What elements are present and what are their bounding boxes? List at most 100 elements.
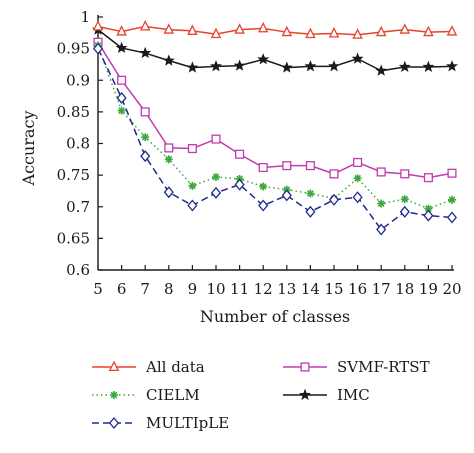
- data-point-imc: [446, 60, 458, 72]
- data-point-svmf-rtst: [164, 143, 174, 153]
- x-tick-label: 20: [442, 280, 461, 298]
- asterisk-stroke: [165, 155, 173, 163]
- data-point-multiple: [210, 186, 222, 199]
- data-point-imc: [375, 64, 388, 76]
- data-point-imc: [115, 41, 128, 54]
- data-point-all-data: [446, 25, 458, 36]
- data-point-svmf-rtst: [140, 107, 150, 117]
- x-tick-label: 12: [254, 280, 273, 298]
- asterisk-stroke: [307, 190, 314, 197]
- x-tick-label: 14: [301, 280, 320, 298]
- legend: All data SVMF-RTST CIELM IMC MULTIpLE: [92, 358, 430, 432]
- data-point-all-data: [116, 25, 127, 36]
- series-line-all-data: [97, 25, 453, 36]
- y-tick-label: 1: [80, 8, 90, 26]
- data-point-all-data: [234, 23, 245, 34]
- y-axis-title: Accuracy: [19, 111, 38, 187]
- legend-label: IMC: [337, 386, 370, 404]
- legend-item-imc: IMC: [283, 386, 370, 404]
- data-point-all-data: [305, 27, 316, 39]
- data-point-all-data: [375, 25, 387, 37]
- data-point-cielm: [164, 155, 173, 164]
- y-tick-label: 0.9: [66, 71, 90, 89]
- series-imc: [92, 23, 458, 76]
- data-point-imc: [186, 61, 199, 73]
- data-point-all-data: [352, 28, 363, 39]
- data-point-cielm: [212, 173, 220, 182]
- data-point-all-data: [328, 26, 340, 38]
- data-point-all-data: [92, 20, 104, 31]
- legend-item-svmf-rtst: SVMF-RTST: [283, 358, 430, 376]
- data-point-svmf-rtst: [282, 161, 292, 171]
- legend-marker: [300, 362, 310, 372]
- x-tick-label: 7: [140, 280, 150, 298]
- x-tick-label: 5: [93, 280, 103, 298]
- data-point-svmf-rtst: [400, 169, 410, 179]
- asterisk-stroke: [118, 107, 125, 115]
- data-point-all-data: [187, 24, 198, 35]
- asterisk-stroke: [110, 391, 118, 399]
- series-line-multiple: [97, 48, 453, 231]
- x-tick-label: 10: [206, 280, 225, 298]
- y-tick-label: 0.95: [57, 40, 90, 58]
- y-tick-label: 0.7: [66, 198, 90, 216]
- data-point-multiple: [281, 189, 292, 202]
- legend-marker: [110, 391, 118, 399]
- data-point-svmf-rtst: [117, 75, 127, 85]
- asterisk-stroke: [425, 205, 432, 213]
- data-point-svmf-rtst: [447, 168, 457, 178]
- x-tick-label: 19: [419, 280, 438, 298]
- data-point-cielm: [353, 174, 362, 183]
- legend-item-multiple: MULTIpLE: [92, 414, 229, 432]
- data-point-all-data: [163, 23, 175, 34]
- data-point-multiple: [140, 150, 151, 163]
- data-point-all-data: [257, 21, 269, 33]
- data-point-all-data: [423, 25, 434, 37]
- series-all-data: [92, 20, 458, 39]
- data-point-all-data: [139, 20, 151, 31]
- series-line-cielm: [97, 45, 453, 210]
- y-tick-label: 0.8: [66, 135, 90, 153]
- data-point-imc: [210, 60, 222, 72]
- legend-label: MULTIpLE: [146, 414, 229, 432]
- x-tick-label: 11: [230, 280, 249, 298]
- data-point-multiple: [163, 186, 174, 199]
- legend-marker: [299, 388, 311, 401]
- data-point-imc: [398, 60, 411, 73]
- x-tick-label: 18: [395, 280, 414, 298]
- y-tick-label: 0.65: [57, 229, 90, 247]
- legend-item-cielm: CIELM: [92, 386, 200, 404]
- y-tick-label: 0.85: [57, 103, 90, 121]
- legend-label: All data: [145, 358, 205, 376]
- data-point-imc: [162, 54, 175, 66]
- data-point-all-data: [210, 27, 222, 39]
- x-tick-label: 9: [188, 280, 198, 298]
- data-point-imc: [328, 60, 340, 72]
- data-point-svmf-rtst: [353, 157, 363, 168]
- data-point-cielm: [188, 181, 197, 190]
- data-point-svmf-rtst: [423, 173, 433, 183]
- x-tick-label: 8: [164, 280, 174, 298]
- data-point-cielm: [141, 133, 150, 142]
- asterisk-stroke: [448, 196, 456, 204]
- data-point-svmf-rtst: [305, 161, 315, 171]
- data-point-all-data: [281, 25, 293, 37]
- data-point-svmf-rtst: [258, 162, 268, 173]
- data-point-cielm: [117, 106, 126, 115]
- data-point-multiple: [258, 199, 269, 212]
- data-point-svmf-rtst: [211, 134, 221, 144]
- data-point-multiple: [92, 42, 104, 55]
- x-tick-label: 13: [277, 280, 296, 298]
- data-point-multiple: [399, 205, 410, 218]
- x-tick-label: 16: [348, 280, 367, 298]
- data-point-svmf-rtst: [187, 144, 197, 154]
- legend-item-all-data: All data: [92, 358, 205, 376]
- asterisk-stroke: [401, 195, 409, 203]
- asterisk-stroke: [354, 174, 361, 182]
- data-point-multiple: [305, 205, 316, 218]
- y-tick-label: 0.6: [66, 261, 90, 279]
- data-point-cielm: [448, 195, 456, 204]
- data-point-multiple: [376, 223, 387, 236]
- series-line-svmf-rtst: [97, 41, 453, 179]
